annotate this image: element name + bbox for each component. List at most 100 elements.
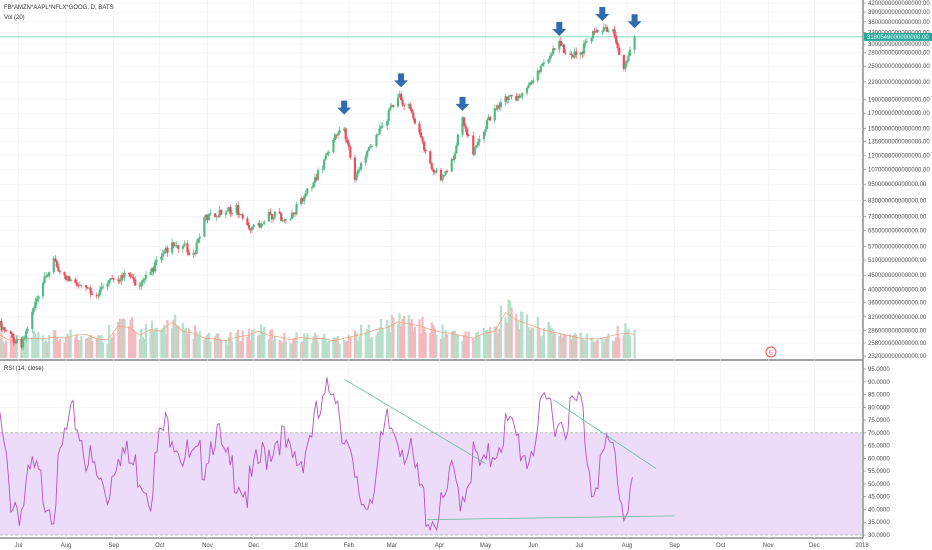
volume-bar xyxy=(303,333,306,358)
candle-body xyxy=(596,30,599,32)
volume-bar xyxy=(379,319,383,358)
candle-body xyxy=(57,266,60,272)
candle-body xyxy=(541,63,544,67)
volume-bar xyxy=(422,327,426,358)
volume-bar xyxy=(399,326,403,358)
volume-bar xyxy=(161,327,164,358)
volume-bar xyxy=(327,340,330,358)
price-tick-label: 2500000000000000.00 xyxy=(868,64,930,70)
volume-bar xyxy=(187,328,191,358)
candle-body xyxy=(326,152,329,156)
volume-bar xyxy=(89,334,92,358)
earnings-badge[interactable]: E xyxy=(765,346,777,358)
price-axis[interactable]: 4200000000000000.00 3900000000000000.00 36… xyxy=(15,1,932,549)
volume-bar xyxy=(590,337,593,358)
candle-body xyxy=(86,287,89,289)
candle-body xyxy=(184,243,188,245)
volume-bar xyxy=(505,322,509,358)
volume-bar xyxy=(444,329,447,358)
rsi-panel xyxy=(0,377,862,536)
volume-bar xyxy=(101,342,105,358)
volume-bar xyxy=(229,332,232,358)
candle-body xyxy=(530,82,533,84)
candle-body xyxy=(88,287,91,289)
candle-body xyxy=(602,27,605,32)
candle-body xyxy=(378,128,381,135)
candle-body xyxy=(509,95,512,97)
candle-body xyxy=(154,261,157,272)
candle-body xyxy=(410,109,413,113)
candle-body xyxy=(324,155,327,160)
volume-bar xyxy=(452,330,455,358)
candle-body xyxy=(575,51,578,56)
volume-bar xyxy=(186,333,189,358)
candle-body xyxy=(152,268,155,272)
volume-bar xyxy=(324,338,327,358)
candle-body xyxy=(429,151,432,164)
down-arrow-annotation xyxy=(455,96,470,111)
candle-body xyxy=(9,331,12,334)
volume-bar xyxy=(80,336,83,358)
candle-body xyxy=(106,283,109,287)
candle-body xyxy=(499,102,503,108)
rsi-tick-label: 45.0000 xyxy=(868,495,890,501)
volume-bar xyxy=(280,341,283,358)
time-tick-label: Mar xyxy=(387,543,397,549)
symbol-legend[interactable]: FB*AMZN*AAPL*NFLX*GOOG, D, BATS xyxy=(4,5,114,11)
volume-bar xyxy=(518,328,521,358)
volume-bar xyxy=(498,328,501,358)
candle-body xyxy=(553,48,556,50)
candle-body xyxy=(246,218,249,226)
time-tick-label: Feb xyxy=(344,543,355,549)
volume-bar xyxy=(35,337,38,358)
volume-bar xyxy=(88,336,91,358)
candle-body xyxy=(315,177,318,180)
candle-body xyxy=(444,170,447,175)
candle-body xyxy=(452,159,455,161)
annotation-arrows xyxy=(337,6,642,115)
candle-body xyxy=(601,31,604,33)
candle-body xyxy=(495,108,498,110)
volume-bar xyxy=(353,330,357,358)
volume-legend[interactable]: Vol (20) xyxy=(4,15,25,21)
candle-body xyxy=(466,128,469,136)
candle-body xyxy=(112,278,115,280)
candle-body xyxy=(141,280,144,283)
candle-body xyxy=(519,95,522,98)
candle-body xyxy=(389,107,392,110)
candle-body xyxy=(44,275,48,277)
candle-body xyxy=(316,170,320,180)
volume-bar xyxy=(246,336,249,358)
volume-bar xyxy=(364,332,367,358)
volume-bar xyxy=(172,319,175,358)
candle-body xyxy=(186,243,189,253)
candle-body xyxy=(548,56,552,60)
volume-bar xyxy=(300,342,303,358)
volume-bar xyxy=(117,322,120,358)
candle-body xyxy=(403,104,406,106)
volume-bar xyxy=(120,319,123,358)
candle-body xyxy=(260,223,263,228)
earnings-badge-label: E xyxy=(769,351,773,357)
time-tick-label: Dec xyxy=(809,543,820,549)
volume-bar xyxy=(151,320,154,358)
price-tick-label: 3000000000000000.00 xyxy=(868,42,930,48)
candle-body xyxy=(15,339,19,344)
volume-bar xyxy=(439,338,443,358)
volume-bar xyxy=(278,339,281,358)
volume-ma-line xyxy=(0,311,635,342)
candle-body xyxy=(198,236,201,239)
volume-bar xyxy=(418,319,421,358)
volume-bar xyxy=(530,327,533,358)
volume-bar xyxy=(595,340,598,358)
volume-bar xyxy=(132,329,135,358)
candle-body xyxy=(258,223,261,228)
volume-bar xyxy=(312,336,315,358)
candle-body xyxy=(515,96,518,101)
rsi-legend[interactable]: RSI (14, close) xyxy=(4,366,44,372)
volume-bar xyxy=(141,336,144,358)
volume-bar xyxy=(0,329,3,358)
volume-bar xyxy=(109,338,112,358)
candle-body xyxy=(312,182,315,188)
candle-body xyxy=(170,242,174,253)
